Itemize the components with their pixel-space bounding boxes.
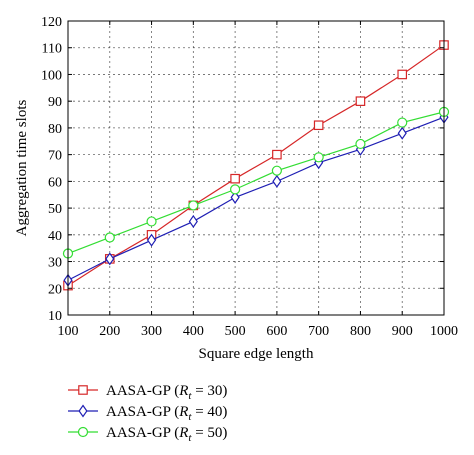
data-point (313, 120, 324, 131)
data-point (188, 214, 198, 229)
series-line (67, 116, 445, 281)
grid (68, 21, 444, 315)
x-tick-label: 800 (350, 324, 371, 339)
data-point (230, 184, 241, 195)
data-point (355, 96, 366, 106)
y-tick-label: 40 (48, 229, 62, 244)
series-line (67, 44, 445, 287)
legend-label: AASA-GP (Rt = 40) (106, 404, 227, 423)
data-point (230, 173, 240, 184)
data-point (397, 126, 407, 140)
y-tick-label: 50 (48, 202, 62, 217)
x-tick-label: 700 (308, 324, 329, 339)
y-tick-label: 10 (48, 309, 62, 324)
x-axis-title: Square edge length (199, 346, 314, 362)
series-line (67, 111, 445, 255)
data-point (313, 152, 324, 163)
data-point (397, 117, 408, 128)
x-tick-label: 200 (99, 324, 120, 339)
series-group (62, 40, 450, 291)
data-point (188, 200, 199, 211)
legend-marker (77, 426, 89, 438)
x-tick-label: 300 (141, 324, 162, 339)
y-axis-title: Aggregation time slots (14, 100, 30, 237)
legend-marker (78, 385, 88, 395)
legend-label: AASA-GP (Rt = 50) (106, 425, 227, 444)
series-square (63, 40, 449, 291)
y-tick-label: 20 (48, 282, 62, 297)
plot-frame (67, 20, 445, 316)
y-tick-label: 60 (48, 175, 62, 190)
data-point (146, 233, 157, 247)
legend-marker (78, 404, 88, 418)
x-tick-label: 400 (183, 324, 204, 339)
x-tick-labels: 100 200 300 400 500 600 700 800 900 1000 (58, 21, 458, 339)
x-tick-label: 500 (225, 324, 246, 339)
y-tick-label: 110 (42, 42, 62, 57)
y-tick-label: 90 (48, 95, 62, 110)
y-tick-label: 70 (48, 149, 62, 164)
x-tick-label: 900 (392, 324, 413, 339)
y-tick-label: 30 (48, 256, 62, 271)
data-point (230, 190, 240, 204)
y-tick-label: 80 (48, 122, 62, 137)
legend-item: AASA-GP (Rt = 50) (68, 425, 227, 444)
x-tick-label: 1000 (430, 324, 458, 339)
data-point (105, 252, 115, 266)
y-tick-label: 100 (41, 68, 62, 83)
x-tick-label: 600 (266, 324, 287, 339)
data-point (355, 138, 366, 150)
data-point (104, 232, 115, 243)
data-point (271, 165, 282, 176)
data-point (146, 216, 157, 227)
y-tick-labels: 10 20 30 40 50 60 70 80 90 100 110 120 (41, 15, 444, 324)
legend: AASA-GP (Rt = 30) AASA-GP (Rt = 40) AASA-G… (68, 383, 227, 444)
legend-item: AASA-GP (Rt = 40) (68, 404, 227, 423)
legend-label: AASA-GP (Rt = 30) (106, 383, 227, 402)
x-tick-label: 100 (58, 324, 79, 339)
series-circle (62, 106, 450, 259)
data-point (397, 69, 408, 80)
series-diamond (63, 110, 449, 287)
data-point (272, 174, 282, 188)
data-point (272, 149, 282, 160)
y-tick-label: 120 (41, 15, 62, 30)
legend-item: AASA-GP (Rt = 30) (68, 383, 227, 402)
